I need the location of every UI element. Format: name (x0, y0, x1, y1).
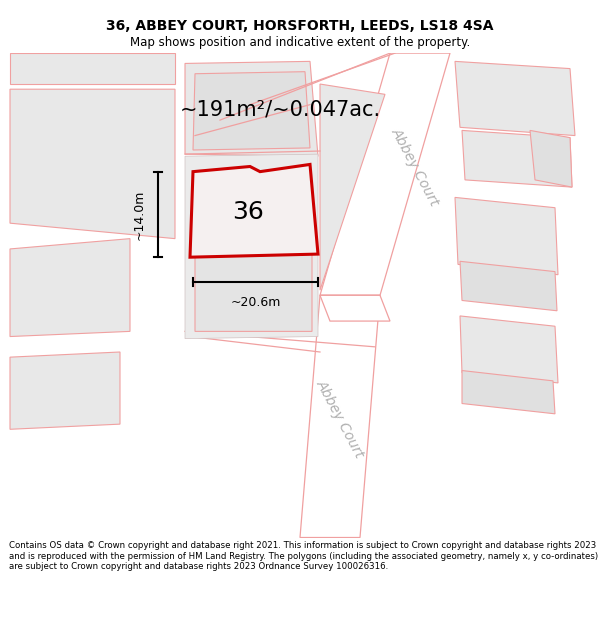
Polygon shape (185, 61, 318, 156)
Text: ~20.6m: ~20.6m (230, 296, 281, 309)
Text: 36: 36 (232, 200, 264, 224)
Text: Contains OS data © Crown copyright and database right 2021. This information is : Contains OS data © Crown copyright and d… (9, 541, 598, 571)
Polygon shape (193, 72, 310, 150)
Text: Abbey Court: Abbey Court (389, 125, 442, 208)
Polygon shape (462, 371, 555, 414)
Polygon shape (462, 131, 572, 187)
Polygon shape (185, 154, 318, 339)
Polygon shape (530, 131, 572, 187)
Polygon shape (10, 89, 175, 239)
Polygon shape (300, 295, 380, 538)
Text: Map shows position and indicative extent of the property.: Map shows position and indicative extent… (130, 36, 470, 49)
Polygon shape (460, 261, 557, 311)
Polygon shape (195, 247, 312, 331)
Polygon shape (320, 295, 390, 321)
Polygon shape (10, 352, 120, 429)
Text: 36, ABBEY COURT, HORSFORTH, LEEDS, LS18 4SA: 36, ABBEY COURT, HORSFORTH, LEEDS, LS18 … (106, 19, 494, 33)
Polygon shape (10, 239, 130, 336)
Text: Abbey Court: Abbey Court (314, 378, 367, 461)
Polygon shape (455, 198, 558, 275)
Polygon shape (10, 53, 175, 84)
Polygon shape (455, 61, 575, 136)
Polygon shape (320, 53, 450, 295)
Polygon shape (460, 316, 558, 383)
Text: ~191m²/~0.047ac.: ~191m²/~0.047ac. (179, 100, 380, 120)
Text: ~14.0m: ~14.0m (133, 189, 146, 239)
Polygon shape (190, 164, 318, 257)
Polygon shape (320, 84, 385, 290)
